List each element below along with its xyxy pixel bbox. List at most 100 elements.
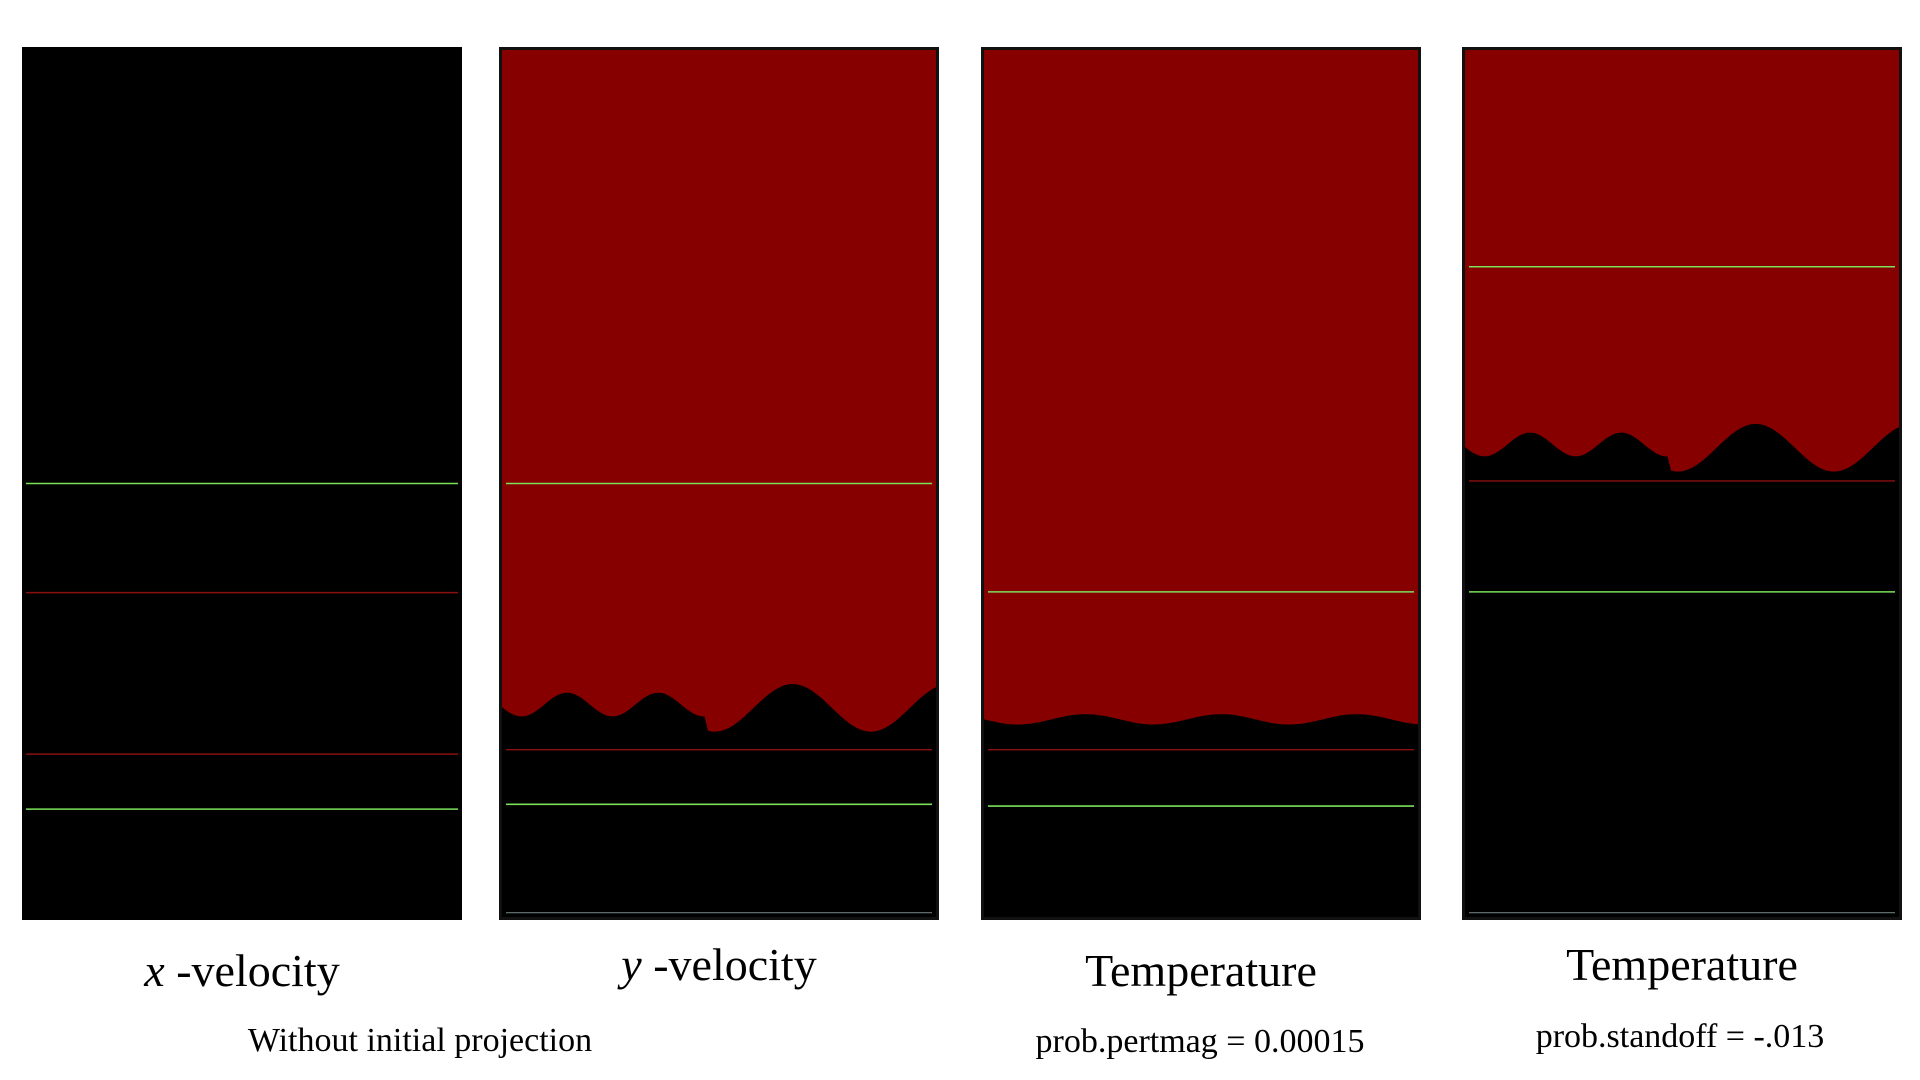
front-strip bbox=[512, 715, 518, 759]
front-strip bbox=[1588, 451, 1593, 495]
front-strip bbox=[856, 728, 861, 773]
front-strip bbox=[787, 684, 793, 728]
front-strip bbox=[1703, 458, 1709, 502]
front-strip bbox=[1562, 453, 1568, 497]
front-strip bbox=[704, 730, 709, 774]
front-strip bbox=[733, 723, 738, 768]
front-strip bbox=[1566, 454, 1571, 499]
front-strip bbox=[1465, 448, 1470, 492]
front-strip bbox=[621, 713, 626, 757]
hot-region bbox=[502, 50, 936, 732]
front-strip bbox=[740, 718, 746, 762]
front-strip bbox=[1537, 434, 1542, 479]
front-strip bbox=[1338, 715, 1343, 759]
front-strip bbox=[845, 721, 850, 766]
front-strip bbox=[1280, 724, 1285, 768]
x-velocity-field bbox=[22, 47, 462, 920]
front-strip bbox=[831, 708, 836, 753]
front-strip bbox=[1761, 425, 1766, 469]
front-strip bbox=[1135, 723, 1141, 767]
front-strip bbox=[1222, 714, 1228, 758]
temperature-pertmag-plot bbox=[981, 47, 1421, 920]
front-strip bbox=[538, 708, 543, 752]
front-strip bbox=[823, 702, 829, 746]
front-strip bbox=[1877, 441, 1882, 486]
front-strip bbox=[849, 724, 854, 768]
front-strip bbox=[899, 715, 905, 760]
front-strip bbox=[867, 731, 872, 775]
front-strip bbox=[1070, 715, 1076, 759]
front-strip bbox=[625, 711, 630, 755]
front-strip bbox=[1345, 714, 1351, 758]
front-strip bbox=[885, 726, 890, 771]
front-strip bbox=[1736, 429, 1741, 474]
front-strip bbox=[744, 715, 749, 759]
front-strip bbox=[505, 711, 510, 755]
front-strip bbox=[1479, 456, 1484, 500]
front-strip bbox=[784, 684, 789, 729]
front-strip bbox=[1374, 716, 1379, 760]
front-strip bbox=[1005, 723, 1011, 768]
front-strip bbox=[984, 719, 989, 764]
front-strip bbox=[632, 705, 637, 750]
front-strip bbox=[1320, 719, 1325, 763]
front-strip bbox=[1649, 450, 1654, 494]
front-strip bbox=[1685, 469, 1690, 514]
front-strip bbox=[1823, 470, 1828, 514]
front-strip bbox=[1074, 714, 1079, 758]
front-strip bbox=[617, 715, 623, 759]
front-strip bbox=[1226, 714, 1231, 758]
front-strip bbox=[527, 714, 532, 759]
front-strip bbox=[1023, 724, 1029, 768]
front-strip bbox=[1606, 437, 1611, 481]
front-strip bbox=[1414, 724, 1418, 768]
front-strip bbox=[1360, 714, 1365, 758]
front-strip bbox=[896, 718, 901, 763]
front-strip bbox=[1240, 716, 1246, 760]
front-strip bbox=[1841, 470, 1846, 514]
front-strip bbox=[1092, 714, 1097, 758]
front-strip bbox=[614, 716, 619, 760]
front-strip bbox=[1501, 448, 1506, 492]
y-velocity-plot bbox=[499, 47, 939, 920]
front-strip bbox=[1790, 445, 1795, 489]
front-strip bbox=[1034, 722, 1039, 767]
front-strip bbox=[1331, 717, 1336, 761]
front-strip bbox=[603, 714, 608, 759]
front-strip bbox=[1020, 724, 1025, 768]
x-velocity-label-var: x bbox=[144, 945, 165, 996]
front-strip bbox=[1620, 432, 1625, 476]
front-strip bbox=[1833, 471, 1839, 515]
front-strip bbox=[1049, 719, 1054, 763]
front-strip bbox=[1081, 714, 1087, 758]
front-strip bbox=[1009, 724, 1014, 768]
front-strip bbox=[1201, 715, 1206, 760]
front-strip bbox=[1891, 430, 1897, 474]
front-strip bbox=[791, 684, 796, 728]
front-strip bbox=[1519, 434, 1524, 479]
front-strip bbox=[1584, 453, 1589, 497]
front-strip bbox=[1349, 714, 1354, 758]
front-strip bbox=[1852, 464, 1857, 508]
front-strip bbox=[567, 692, 572, 737]
front-strip bbox=[1399, 721, 1405, 766]
front-strip bbox=[570, 693, 576, 737]
front-strip bbox=[1580, 455, 1586, 499]
front-strip bbox=[1497, 450, 1502, 495]
front-strip bbox=[639, 700, 644, 744]
front-strip bbox=[541, 705, 547, 749]
front-strip bbox=[523, 716, 529, 760]
front-strip bbox=[776, 687, 782, 732]
front-strip bbox=[1772, 430, 1777, 474]
temperature-standoff-field bbox=[1465, 50, 1899, 917]
front-strip bbox=[1653, 452, 1658, 496]
front-strip bbox=[1747, 424, 1752, 469]
front-strip bbox=[653, 692, 659, 737]
front-strip bbox=[1895, 428, 1899, 472]
front-strip bbox=[1266, 722, 1271, 766]
front-strip bbox=[1132, 722, 1137, 766]
front-strip bbox=[1287, 724, 1293, 768]
front-strip bbox=[1573, 456, 1578, 500]
front-strip bbox=[1128, 721, 1134, 766]
front-strip bbox=[1776, 432, 1781, 477]
